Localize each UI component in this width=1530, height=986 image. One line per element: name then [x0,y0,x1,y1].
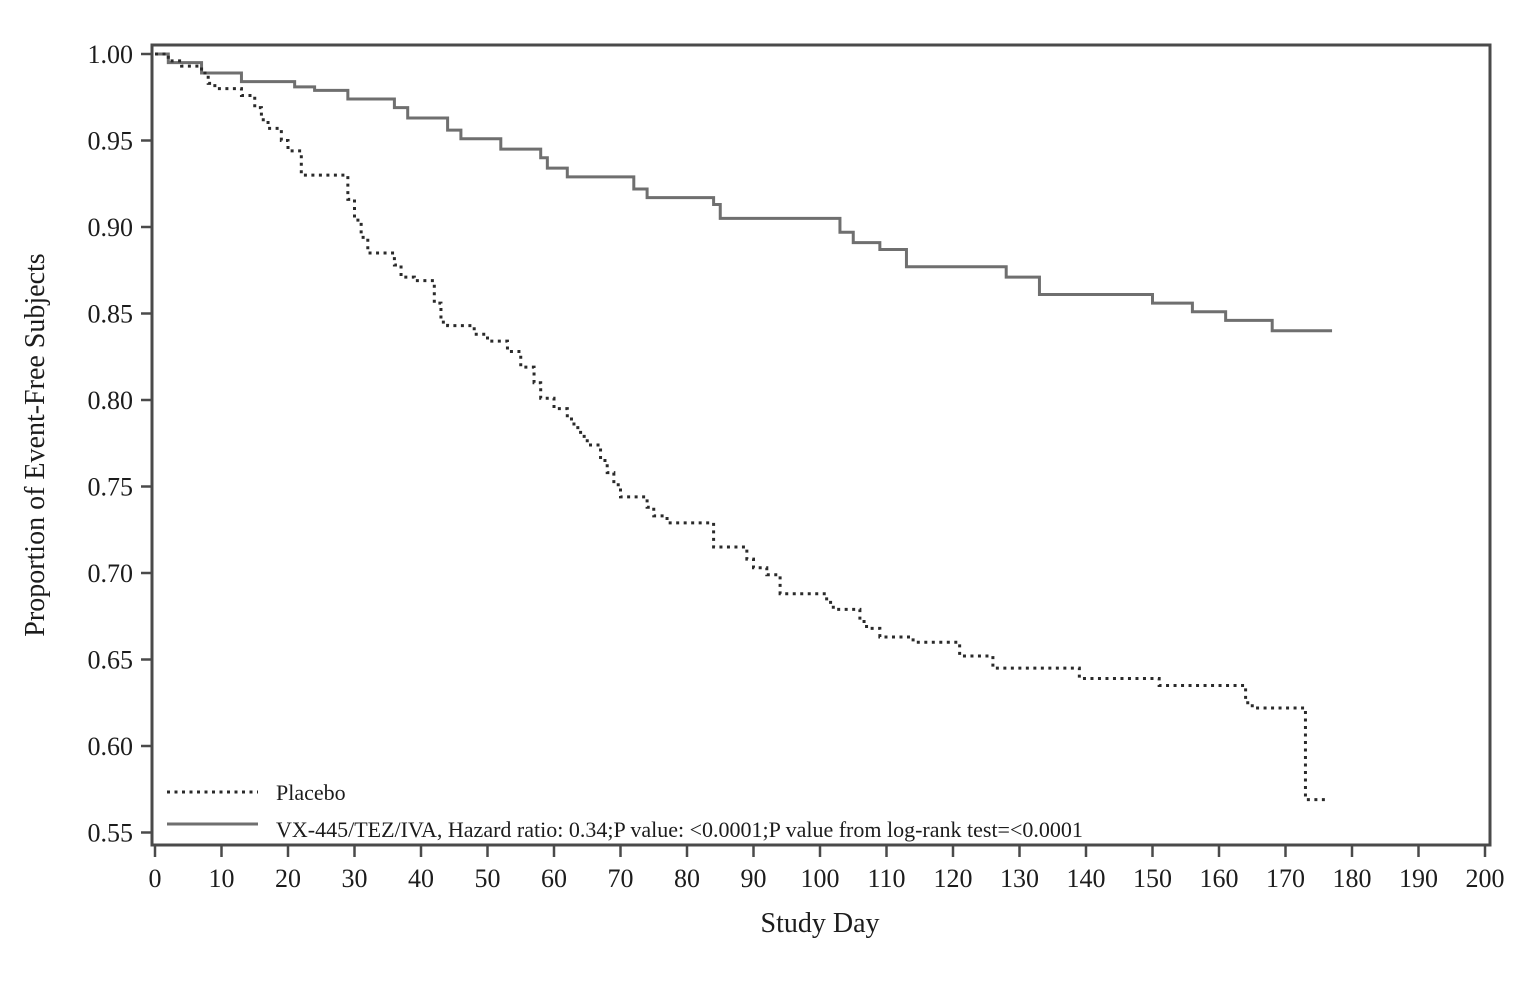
legend-vx445-label: VX-445/TEZ/IVA, Hazard ratio: 0.34;P val… [276,817,1083,842]
y-tick-label: 0.95 [88,127,134,156]
x-axis-ticks: 0 10 20 30 40 50 60 70 80 90 100 110 120 130 140 150 160… [149,845,1505,893]
y-tick-label: 0.85 [88,300,134,329]
x-axis-title: Study Day [761,908,880,939]
x-tick-label: 70 [608,864,634,893]
x-tick-label: 100 [801,864,840,893]
x-tick-label: 50 [475,864,501,893]
x-tick-label: 110 [867,864,905,893]
x-tick-label: 40 [408,864,434,893]
x-tick-label: 0 [149,864,162,893]
y-tick-label: 0.65 [88,646,134,675]
x-tick-label: 130 [1000,864,1039,893]
y-axis-title: Proportion of Event-Free Subjects [20,253,51,636]
y-tick-label: 0.80 [88,386,134,415]
x-tick-label: 170 [1266,864,1305,893]
x-tick-label: 80 [674,864,700,893]
x-tick-label: 30 [342,864,368,893]
series-vx445-tez-iva [155,52,1333,333]
legend-placebo-label: Placebo [276,780,346,805]
y-tick-label: 0.75 [88,473,134,502]
x-tick-label: 120 [934,864,973,893]
y-tick-label: 0.90 [88,213,134,242]
x-tick-label: 160 [1200,864,1239,893]
x-tick-label: 10 [209,864,235,893]
y-tick-label: 0.55 [88,819,134,848]
plot-box [150,43,1492,847]
y-tick-label: 0.60 [88,732,134,761]
x-tick-label: 20 [275,864,301,893]
series-placebo [155,52,1326,802]
x-tick-label: 140 [1067,864,1106,893]
series-group [155,52,1333,802]
legend: Placebo VX-445/TEZ/IVA, Hazard ratio: 0.… [167,780,1083,842]
x-tick-label: 150 [1133,864,1172,893]
x-tick-label: 190 [1399,864,1438,893]
x-tick-label: 200 [1466,864,1505,893]
x-tick-label: 60 [541,864,567,893]
x-tick-label: 90 [741,864,767,893]
y-tick-label: 0.70 [88,559,134,588]
y-axis-ticks: 0.55 0.60 0.65 0.70 0.75 0.80 0.85 0.90 0.95 1.00 [88,40,152,848]
y-tick-label: 1.00 [88,40,134,69]
x-tick-label: 180 [1333,864,1372,893]
